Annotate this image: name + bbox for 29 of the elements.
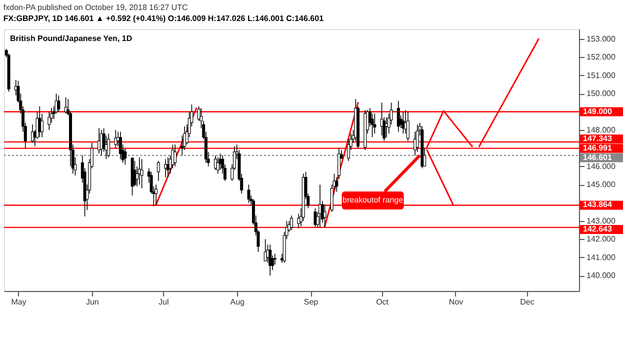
y-tick-label: 146.000 xyxy=(586,162,616,171)
y-tick-label: 145.000 xyxy=(586,180,616,190)
chart-title: fxdon-PA published on October 19, 2018 16:27 UTC xyxy=(3,3,188,12)
ref-line-label: 146.601 xyxy=(583,152,612,162)
x-tick-label: Jun xyxy=(86,298,99,306)
x-tick-label: Jul xyxy=(158,298,170,306)
ref-line-label: 146.991 xyxy=(583,143,612,152)
annotation: British Pound/Japanese Yen, 1D xyxy=(10,34,132,43)
x-tick-label: Aug xyxy=(230,298,244,306)
chart-subtitle: FX:GBPJPY, 1D 146.601 ▲ +0.592 (+0.41%) O:146.009 H:147.026 L:146.001 C:146.601 xyxy=(3,14,324,23)
x-tick-label: Oct xyxy=(376,298,390,306)
x-tick-label: Sep xyxy=(304,298,319,306)
ref-line-label: 149.000 xyxy=(583,106,612,116)
x-tick-label: May xyxy=(11,298,26,306)
ref-line-label: 143.864 xyxy=(583,200,612,210)
y-tick-label: 152.000 xyxy=(586,52,616,62)
ref-line-label: 147.343 xyxy=(583,134,612,143)
y-tick-label: 153.000 xyxy=(586,34,616,44)
ref-line-label: 142.643 xyxy=(583,224,612,234)
y-tick-label: 142.000 xyxy=(586,234,616,244)
y-tick-label: 151.000 xyxy=(586,70,616,80)
x-tick-label: Dec xyxy=(520,298,534,306)
y-tick-label: 141.000 xyxy=(586,252,616,262)
annotation: breakoutof range xyxy=(342,195,404,204)
x-tick-label: Nov xyxy=(448,298,464,306)
y-tick-label: 148.000 xyxy=(586,125,616,134)
y-tick-label: 140.000 xyxy=(586,271,616,280)
y-tick-label: 143.000 xyxy=(586,216,616,226)
y-tick-label: 150.000 xyxy=(586,89,616,98)
